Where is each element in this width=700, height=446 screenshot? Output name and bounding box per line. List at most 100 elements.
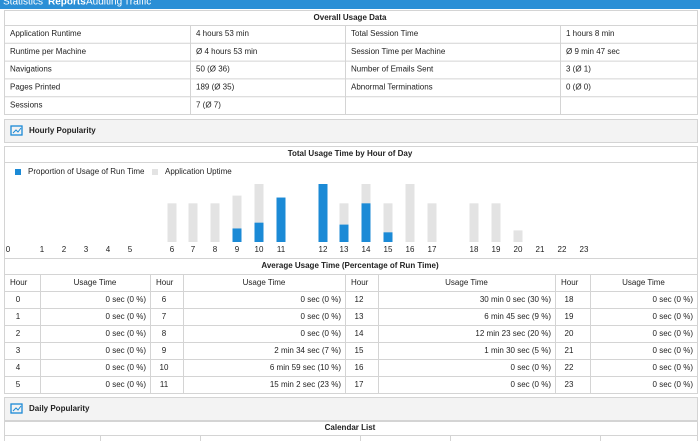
column-header: Hour	[561, 278, 579, 287]
section-icon	[12, 127, 22, 134]
column-header: Hour	[156, 278, 174, 287]
cell-text: 1 hours 8 min	[566, 29, 614, 38]
cell-text: 0 sec (0 %)	[106, 295, 147, 304]
cell-text: 20	[565, 329, 574, 338]
x-tick-label: 9	[235, 245, 240, 254]
bar	[339, 203, 349, 242]
cell-text: 0 sec (0 %)	[653, 312, 694, 321]
x-tick-label: 17	[428, 245, 437, 254]
cell-text: 3	[16, 346, 21, 355]
cell-text: 7 (Ø 7)	[196, 100, 221, 109]
cell-text: 14	[355, 329, 364, 338]
bar	[232, 195, 242, 242]
x-tick-label: 13	[340, 245, 349, 254]
cell-text: 15	[355, 346, 364, 355]
cell-text: Total Session Time	[351, 29, 419, 38]
bar	[427, 203, 437, 242]
column-header: Hour	[10, 278, 28, 287]
legend-swatch	[15, 169, 21, 175]
bar	[254, 184, 264, 242]
cell-text: 0 sec (0 %)	[106, 346, 147, 355]
cell-text: 0 sec (0 %)	[653, 346, 694, 355]
cell-text: 0 (Ø 0)	[566, 83, 591, 92]
x-tick-label: 8	[213, 245, 218, 254]
panel	[4, 119, 698, 143]
cell-text: Number of Emails Sent	[351, 65, 434, 74]
cell-text: Application Runtime	[10, 29, 82, 38]
column-header: Usage Time	[74, 278, 117, 287]
cell-text: 0 sec (0 %)	[106, 312, 147, 321]
bar	[318, 184, 328, 242]
cell-text: 0 sec (0 %)	[301, 329, 342, 338]
legend-label: Application Uptime	[165, 167, 232, 176]
bar	[491, 203, 501, 242]
x-tick-label: 3	[84, 245, 89, 254]
cell-text: 0 sec (0 %)	[653, 380, 694, 389]
cell-text: Abnormal Terminations	[351, 83, 433, 92]
bar	[167, 203, 177, 242]
x-tick-label: 12	[319, 245, 328, 254]
cell-text: 0 sec (0 %)	[301, 312, 342, 321]
nav-tab[interactable]: Reports	[48, 0, 86, 8]
x-tick-label: 23	[580, 245, 589, 254]
cell-text: 2	[16, 329, 21, 338]
x-tick-label: 1	[40, 245, 45, 254]
x-tick-label: 14	[362, 245, 371, 254]
cell-text: 0 sec (0 %)	[653, 363, 694, 372]
column-header: Usage Time	[445, 278, 488, 287]
cell-text: 23	[565, 380, 574, 389]
cell-text: 0 sec (0 %)	[511, 380, 552, 389]
nav-tab[interactable]: Auditing	[86, 0, 122, 8]
cell-text: 4 hours 53 min	[196, 29, 249, 38]
cell-text: 1	[16, 312, 21, 321]
cell-text: 12	[355, 295, 364, 304]
bar	[469, 203, 479, 242]
cell-text: 7	[162, 312, 167, 321]
bar	[339, 224, 349, 242]
x-tick-label: 16	[406, 245, 415, 254]
cell-text: 3 (Ø 1)	[566, 65, 591, 74]
x-tick-label: 15	[384, 245, 393, 254]
bar	[383, 232, 393, 242]
cell-text: 8	[162, 329, 167, 338]
cell-text: 15 min 2 sec (23 %)	[270, 380, 341, 389]
x-tick-label: 7	[191, 245, 196, 254]
cell-text: 17	[355, 380, 364, 389]
bar	[513, 230, 523, 242]
legend-label: Proportion of Usage of Run Time	[28, 167, 145, 176]
bar	[254, 222, 264, 242]
cell-text: 30 min 0 sec (30 %)	[480, 295, 551, 304]
cell-text: 0 sec (0 %)	[106, 329, 147, 338]
cell-text: 6	[162, 295, 167, 304]
bar	[276, 197, 286, 242]
cell-text: 19	[565, 312, 574, 321]
cell-text: Runtime per Machine	[10, 47, 87, 56]
bar	[210, 203, 220, 242]
table-title: Average Usage Time (Percentage of Run Ti…	[261, 261, 439, 270]
x-tick-label: 5	[128, 245, 133, 254]
panel	[4, 146, 698, 259]
cell-text: Ø 4 hours 53 min	[196, 47, 257, 56]
nav-tab[interactable]: Traffic	[124, 0, 151, 8]
cell-text: 0 sec (0 %)	[106, 363, 147, 372]
nav-tab[interactable]: Statistics	[3, 0, 43, 8]
cell-text: 21	[565, 346, 574, 355]
x-tick-label: 22	[558, 245, 567, 254]
bar	[188, 203, 198, 242]
column-header: Usage Time	[622, 278, 665, 287]
bar	[383, 203, 393, 242]
cell-text: Sessions	[10, 100, 42, 109]
cell-text: 18	[565, 295, 574, 304]
cell-text: 50 (Ø 36)	[196, 65, 230, 74]
cell-text: Pages Printed	[10, 83, 60, 92]
cell-text: Navigations	[10, 65, 52, 74]
x-tick-label: 21	[536, 245, 545, 254]
x-tick-label: 18	[470, 245, 479, 254]
table-title: Calendar List	[325, 423, 376, 432]
section-icon	[10, 403, 23, 414]
cell-text: 2 min 34 sec (7 %)	[274, 346, 341, 355]
legend-swatch	[152, 169, 158, 175]
x-tick-label: 11	[277, 245, 286, 254]
bar	[405, 184, 415, 242]
